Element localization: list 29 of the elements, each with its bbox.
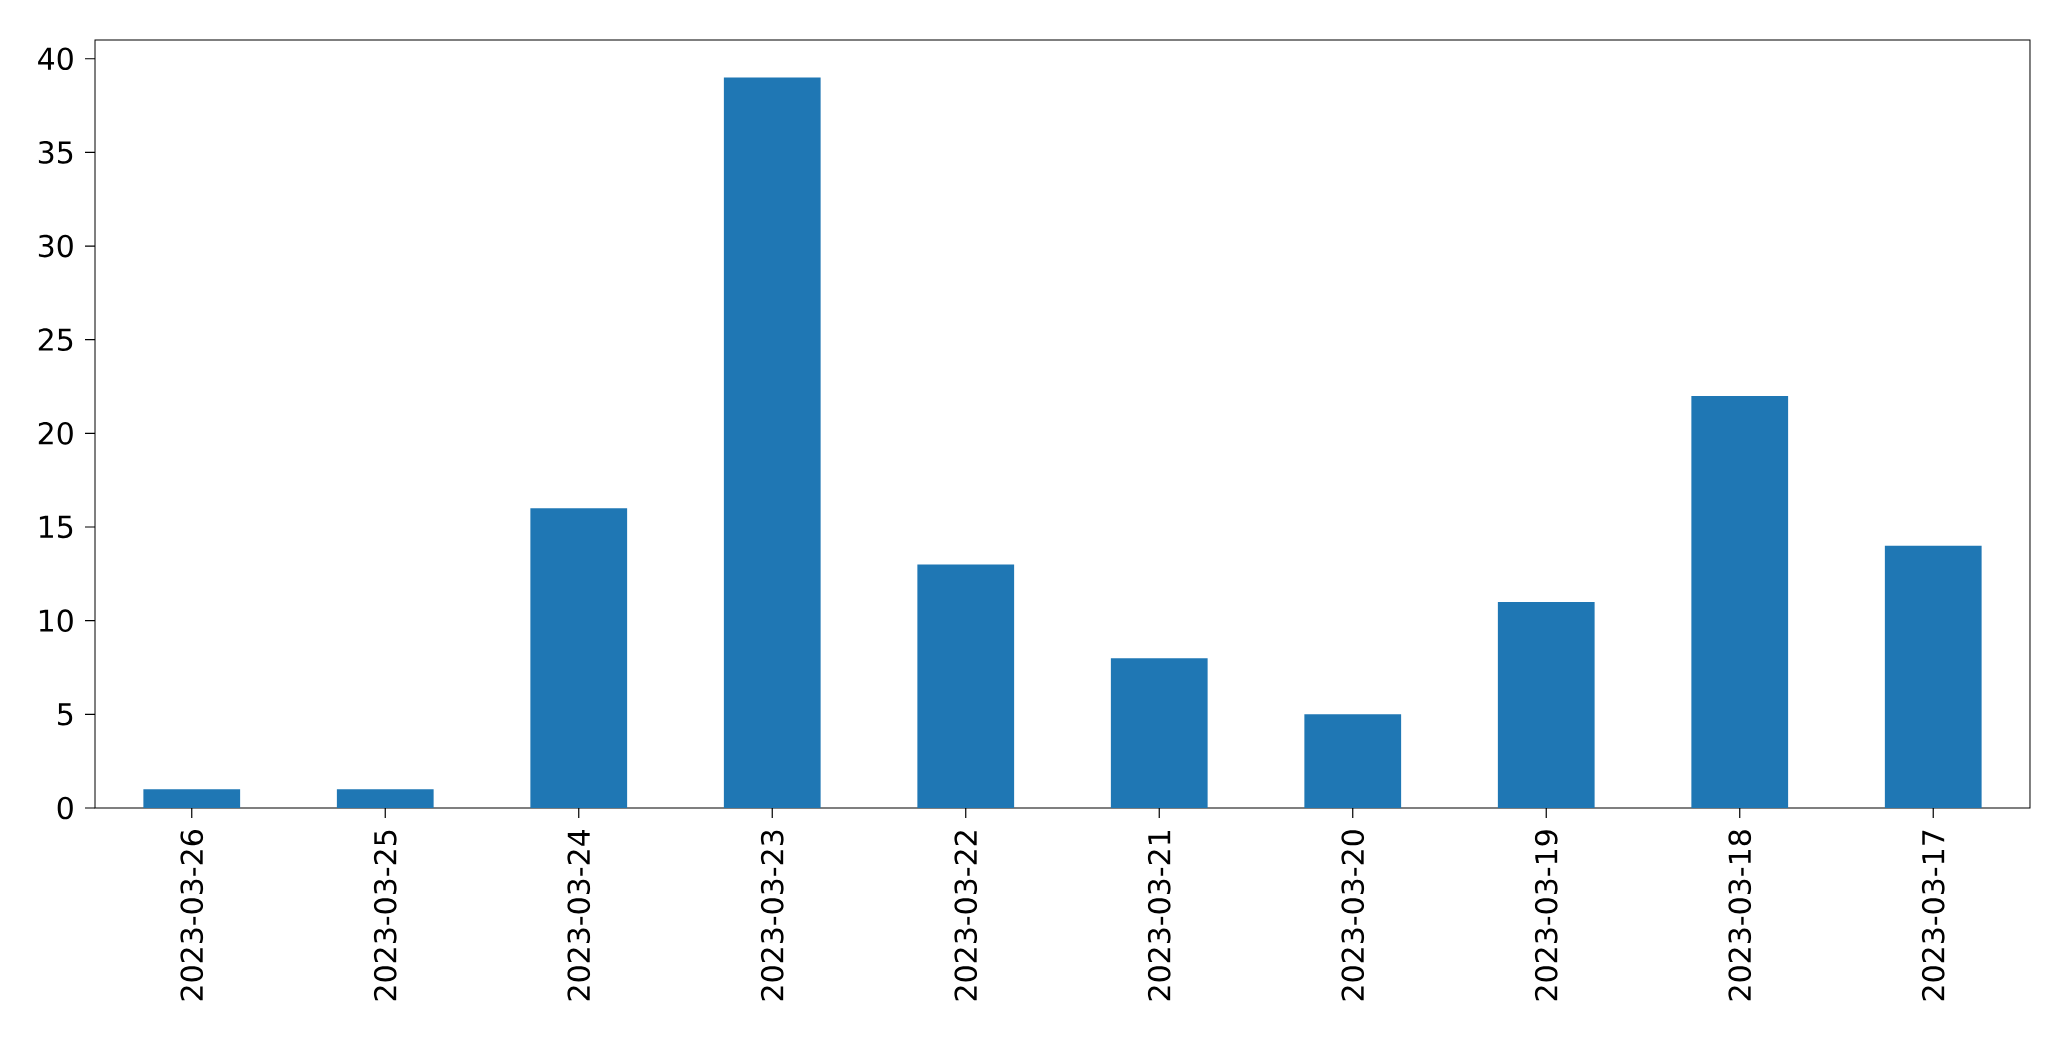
bar [1110,658,1208,808]
y-tick-label: 20 [38,422,73,445]
bar [1884,545,1982,808]
bar [1691,395,1789,808]
x-tick-label: 2023-03-22 [954,831,978,1001]
x-tick-label: 2023-03-17 [1921,830,1945,1001]
x-tick-label: 2023-03-20 [1341,830,1365,1001]
bar [917,564,1015,808]
x-tick-label: 2023-03-19 [1534,830,1558,1001]
y-tick-label: 5 [58,703,73,726]
x-tick-label: 2023-03-24 [567,829,591,1001]
bar [723,77,821,808]
bar [1497,601,1595,808]
y-tick-label: 10 [39,609,73,633]
x-tick-label: 2023-03-21 [1147,831,1171,1001]
x-tick-label: 2023-03-25 [373,830,397,1001]
y-tick-label: 15 [39,515,73,539]
bar [336,789,434,808]
x-tick-label: 2023-03-18 [1728,830,1752,1001]
y-tick-label: 40 [38,47,73,71]
y-tick-label: 35 [38,141,73,164]
y-tick-label: 25 [38,328,73,352]
bar [530,508,628,808]
x-tick-label: 2023-03-26 [180,830,204,1001]
x-tick-label: 2023-03-23 [760,830,784,1001]
y-tick-label: 30 [38,234,73,258]
bar [143,789,241,808]
bar [1304,714,1402,808]
y-tick-label: 0 [57,796,73,820]
